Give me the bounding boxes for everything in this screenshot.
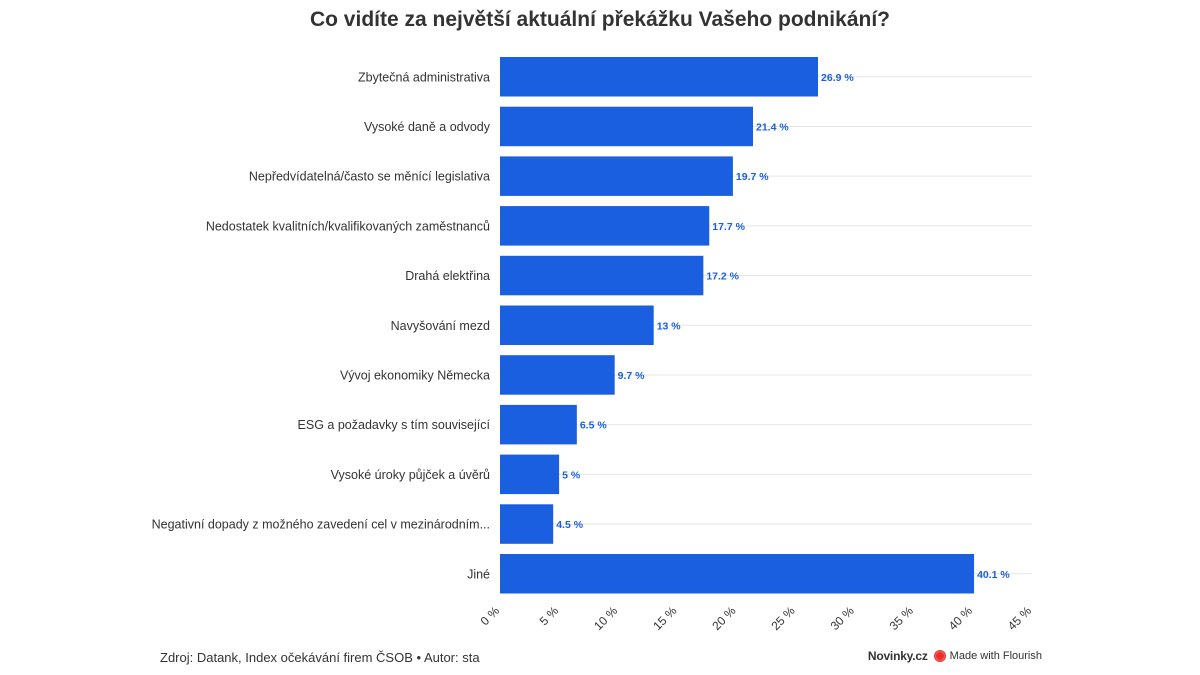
bar xyxy=(500,504,554,544)
value-label: 40.1 % xyxy=(977,569,1010,581)
category-label: Vývoj ekonomiky Německa xyxy=(340,368,490,382)
bar xyxy=(500,454,560,495)
x-tick-label: 15 % xyxy=(650,603,679,632)
bar xyxy=(500,156,733,196)
chart-title: Co vidíte za největší aktuální překážku … xyxy=(309,8,890,31)
category-label: Navyšování mezd xyxy=(391,319,490,333)
value-label: 17.2 % xyxy=(706,271,739,283)
value-label: 13 % xyxy=(657,320,682,332)
value-label: 5 % xyxy=(562,469,581,481)
bar xyxy=(500,554,975,594)
flourish-icon xyxy=(933,650,946,662)
bar xyxy=(500,206,710,246)
category-label: Nedostatek kvalitních/kvalifikovaných za… xyxy=(206,219,490,233)
x-tick-label: 40 % xyxy=(946,603,975,632)
bar xyxy=(500,106,753,147)
x-tick-label: 30 % xyxy=(828,603,857,632)
bar xyxy=(500,255,704,296)
source-note: Zdroj: Datank, Index očekávání firem ČSO… xyxy=(160,650,480,665)
x-tick-label: 35 % xyxy=(887,603,916,632)
category-label: Drahá elektřina xyxy=(405,269,490,283)
category-label: Negativní dopady z možného zavedení cel … xyxy=(152,518,490,532)
bar xyxy=(500,404,577,445)
value-label: 17.7 % xyxy=(712,221,745,233)
value-label: 19.7 % xyxy=(736,171,769,183)
bar xyxy=(500,305,654,345)
bar xyxy=(500,355,615,395)
value-label: 4.5 % xyxy=(556,519,584,531)
bar xyxy=(500,57,819,97)
x-tick-label: 25 % xyxy=(768,603,797,632)
flourish-credit[interactable]: Made with Flourish xyxy=(933,650,1042,662)
x-tick-label: 10 % xyxy=(591,603,620,632)
value-label: 9.7 % xyxy=(618,370,646,382)
category-label: Vysoké daně a odvody xyxy=(364,120,491,134)
footer-branding: Novinky.cz Made with Flourish xyxy=(868,649,1042,663)
value-label: 21.4 % xyxy=(756,121,789,133)
category-label: ESG a požadavky s tím související xyxy=(298,418,491,432)
value-label: 6.5 % xyxy=(580,420,608,432)
brand-logo[interactable]: Novinky.cz xyxy=(867,649,928,663)
flourish-label: Made with Flourish xyxy=(949,650,1042,662)
x-tick-label: 5 % xyxy=(537,603,562,628)
bar-chart: Zbytečná administrativa 26.9 % Vysoké daně… xyxy=(152,57,1034,633)
x-tick-label: 45 % xyxy=(1005,603,1034,632)
category-label: Zbytečná administrativa xyxy=(358,70,490,84)
category-label: Vysoké úroky půjček a úvěrů xyxy=(331,468,490,482)
value-label: 26.9 % xyxy=(821,72,854,84)
x-tick-label: 0 % xyxy=(478,603,503,628)
x-tick-label: 20 % xyxy=(709,603,738,632)
category-label: Jiné xyxy=(467,567,490,581)
category-label: Nepředvídatelná/často se měnící legislat… xyxy=(249,170,490,184)
